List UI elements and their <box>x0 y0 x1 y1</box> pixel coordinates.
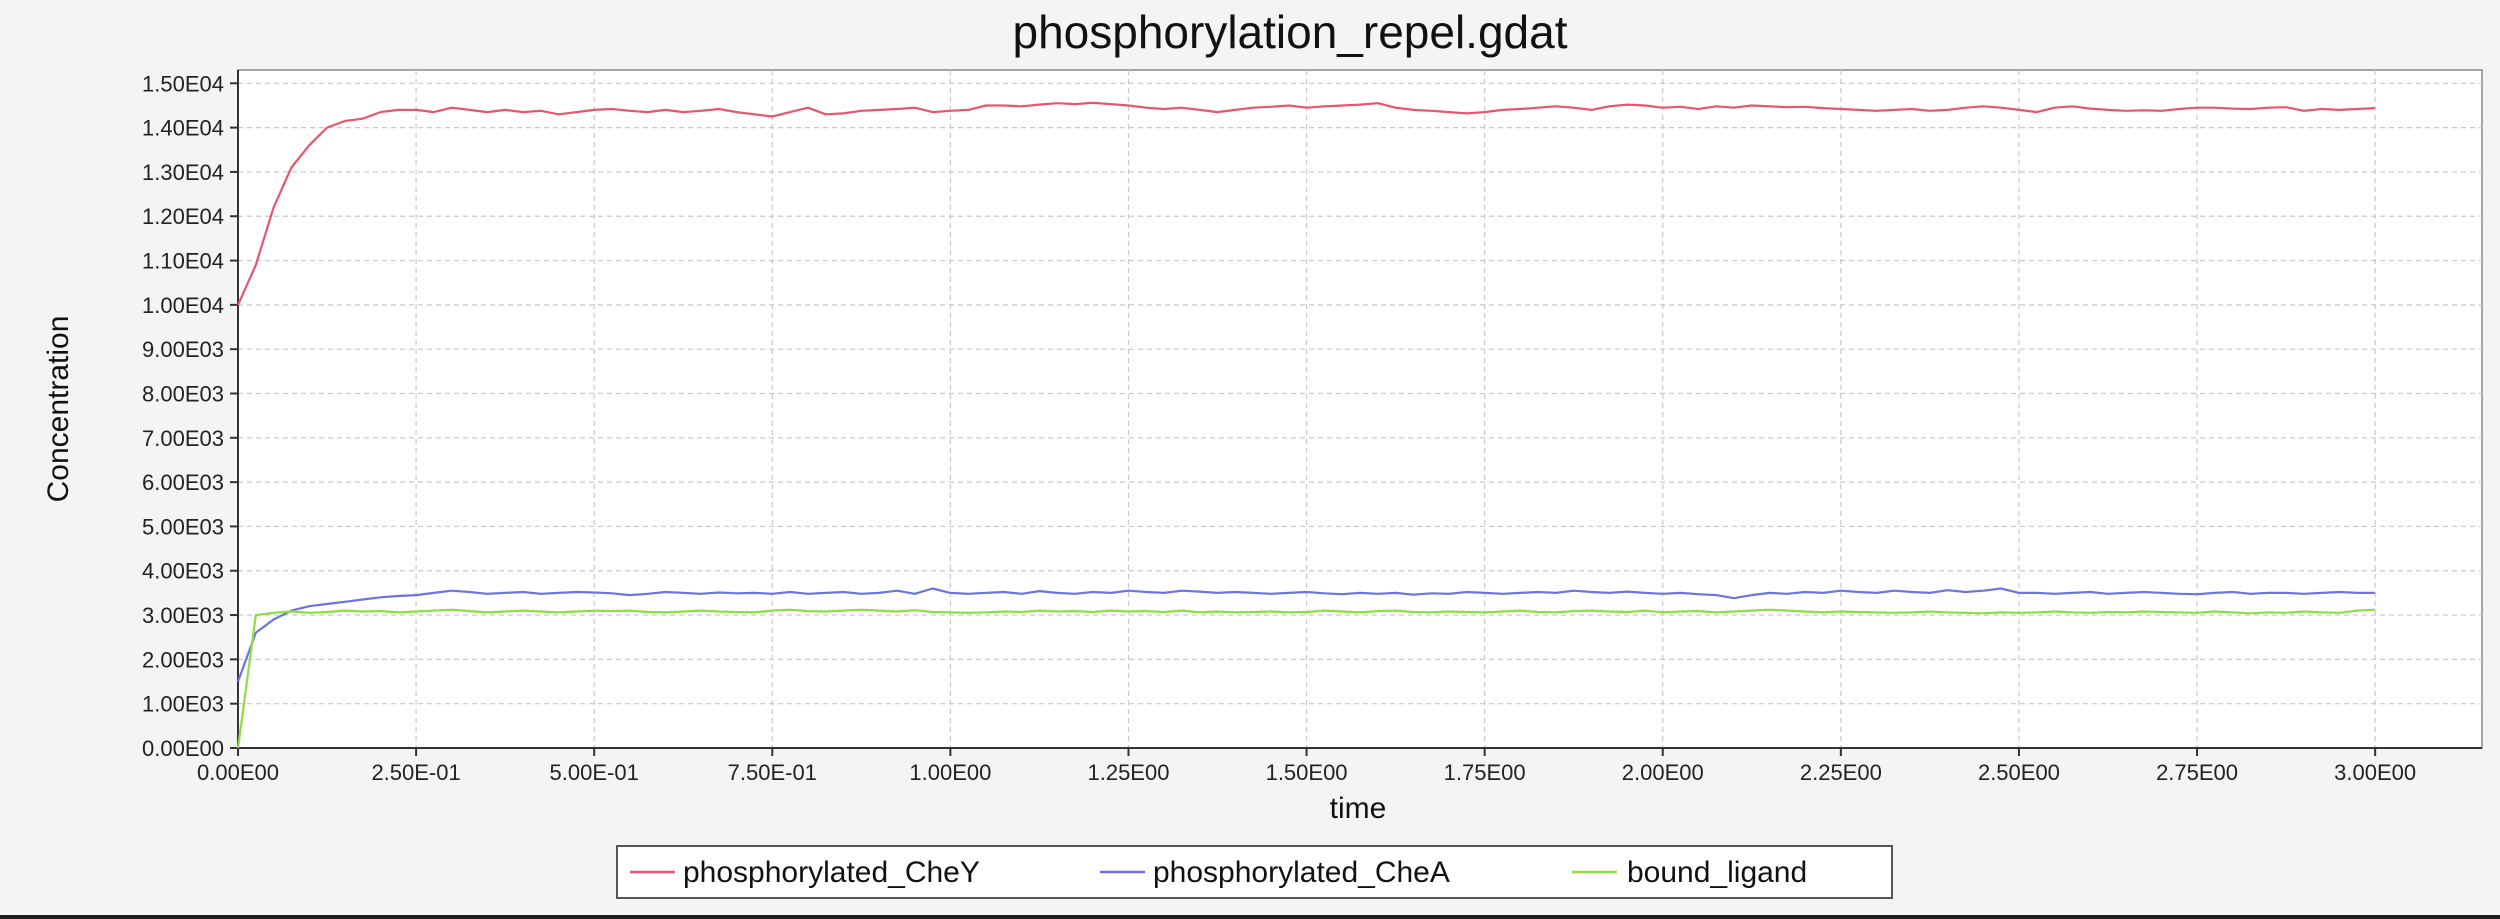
y-tick-label: 6.00E03 <box>142 470 224 495</box>
y-tick-label: 7.00E03 <box>142 426 224 451</box>
x-tick-label: 5.00E-01 <box>550 760 639 785</box>
x-tick-label: 0.00E00 <box>197 760 279 785</box>
y-tick-label: 0.00E00 <box>142 736 224 761</box>
series-line-phosphorylated-chea <box>236 587 2376 682</box>
y-tick-label: 1.30E04 <box>142 160 224 185</box>
x-tick-label: 1.25E00 <box>1087 760 1169 785</box>
y-tick-label: 1.20E04 <box>142 204 224 229</box>
x-tick-label: 2.50E00 <box>1978 760 2060 785</box>
y-tick-label: 5.00E03 <box>142 514 224 539</box>
chart-title: phosphorylation_repel.gdat <box>1013 6 1568 58</box>
x-tick-label: 3.00E00 <box>2334 760 2416 785</box>
legend-label: phosphorylated_CheY <box>683 856 980 889</box>
y-tick-label: 1.00E04 <box>142 293 224 318</box>
y-tick-label: 2.00E03 <box>142 647 224 672</box>
x-axis-label: time <box>1330 792 1387 825</box>
y-tick-label: 1.10E04 <box>142 249 224 274</box>
y-tick-label: 1.00E03 <box>142 692 224 717</box>
y-tick-label: 9.00E03 <box>142 337 224 362</box>
y-tick-label: 4.00E03 <box>142 559 224 584</box>
legend-label: bound_ligand <box>1627 856 1807 889</box>
y-axis-label: Concentration <box>42 316 75 503</box>
y-tick-label: 8.00E03 <box>142 381 224 406</box>
series-line-bound-ligand <box>236 608 2376 749</box>
x-tick-label: 2.00E00 <box>1622 760 1704 785</box>
x-tick-label: 2.25E00 <box>1800 760 1882 785</box>
y-tick-label: 3.00E03 <box>142 603 224 628</box>
y-tick-label: 1.40E04 <box>142 116 224 141</box>
x-tick-label: 7.50E-01 <box>728 760 817 785</box>
legend-label: phosphorylated_CheA <box>1153 856 1450 889</box>
x-tick-label: 1.00E00 <box>909 760 991 785</box>
x-tick-label: 2.75E00 <box>2156 760 2238 785</box>
window-bottom-border <box>0 915 2500 919</box>
x-tick-label: 2.50E-01 <box>371 760 460 785</box>
legend <box>616 845 1893 899</box>
x-tick-label: 1.50E00 <box>1266 760 1348 785</box>
y-tick-label: 1.50E04 <box>142 71 224 96</box>
plot-area <box>237 69 2483 749</box>
x-tick-label: 1.75E00 <box>1444 760 1526 785</box>
series-line-phosphorylated-chey <box>236 101 2376 306</box>
